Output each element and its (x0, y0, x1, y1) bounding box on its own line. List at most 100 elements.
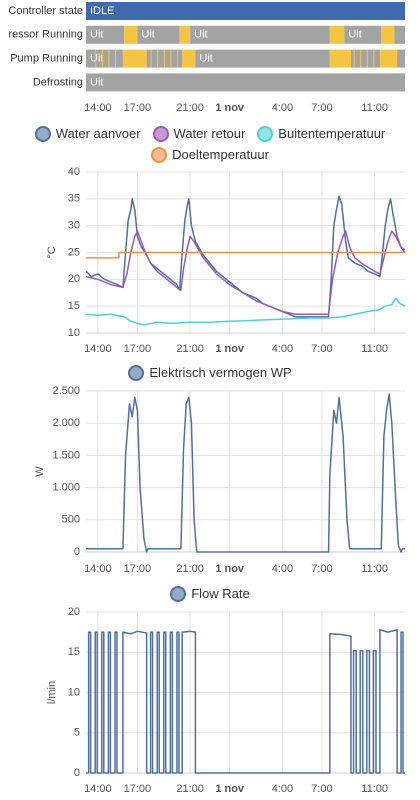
state-segment (350, 49, 380, 68)
state-segment (381, 25, 395, 44)
x-tick-label: 21:00 (176, 783, 204, 795)
legend-swatch (257, 125, 274, 142)
state-segment (329, 25, 345, 44)
series-line (86, 628, 405, 774)
x-tick-label: 7:00 (311, 783, 332, 795)
state-segment (124, 25, 138, 44)
state-segment (397, 49, 405, 68)
legend: Water aanvoer Water retour Buitentemperatu… (20, 125, 400, 163)
y-axis-label: l/min (46, 681, 58, 704)
state-segment (170, 49, 172, 68)
series-line (86, 251, 405, 259)
legend-swatch (128, 364, 145, 381)
state-label: Uit (194, 29, 207, 41)
state-label: Uit (348, 29, 361, 41)
x-tick-label: 11:00 (361, 102, 388, 114)
state-label: IDLE (90, 5, 114, 17)
y-tick-label: 1.000 (52, 482, 80, 494)
legend-item[interactable]: Flow Rate (170, 585, 250, 602)
state-segment (179, 25, 191, 44)
y-axis-label: °C (46, 246, 58, 258)
y-tick-label: 0 (74, 546, 80, 558)
state-segment (360, 49, 362, 68)
legend-item[interactable]: Buitentemperatuur (257, 125, 385, 142)
legend-item[interactable]: Elektrisch vermogen WP (128, 364, 292, 381)
state-segment (150, 49, 152, 68)
state-segment (115, 49, 117, 68)
y-tick-label: 5 (74, 727, 80, 739)
y-tick-label: 1.500 (52, 449, 80, 461)
series-line (85, 195, 406, 318)
x-tick-label: 7:00 (311, 343, 332, 355)
state-segment (86, 73, 405, 92)
x-tick-label: 17:00 (124, 102, 152, 114)
state-segment (86, 2, 405, 20)
x-tick-label: 7:00 (311, 563, 332, 575)
y-tick-label: 15 (68, 300, 80, 312)
y-tick-label: 10 (68, 686, 80, 698)
legend-item[interactable]: Water retour (152, 125, 246, 142)
x-tick-label: 11:00 (361, 783, 388, 795)
state-segment (190, 25, 330, 44)
legend-item[interactable]: Water aanvoer (34, 125, 141, 142)
series-line (86, 393, 405, 553)
state-segment (163, 49, 165, 68)
x-tick-label: 14:00 (84, 783, 112, 795)
y-tick-label: 2.500 (52, 385, 80, 397)
legend-swatch (170, 585, 187, 602)
x-tick-label: 11:00 (361, 563, 388, 575)
state-segment (329, 49, 351, 68)
legend-swatch (34, 125, 51, 142)
row-label: Pump Running (10, 53, 83, 65)
state-segment (86, 25, 125, 44)
legend-item[interactable]: Doeltemperatuur (151, 146, 269, 163)
y-tick-label: 15 (68, 646, 80, 658)
state-label: Uit (141, 29, 154, 41)
y-tick-label: 20 (68, 273, 80, 285)
x-tick-label: 14:00 (84, 102, 112, 114)
legend: Flow Rate (20, 585, 400, 602)
x-tick-label: 14:00 (84, 343, 112, 355)
x-tick-label: 4:00 (272, 563, 293, 575)
state-label: Uit (90, 29, 103, 41)
state-segment (366, 49, 368, 68)
state-segment (353, 49, 355, 68)
legend-swatch (151, 146, 168, 163)
state-segment (157, 49, 159, 68)
x-tick-label: 1 nov (215, 783, 245, 795)
x-tick-label: 17:00 (124, 783, 152, 795)
x-tick-label: 1 nov (215, 343, 245, 355)
x-tick-label: 1 nov (215, 102, 245, 114)
legend-label: Water aanvoer (55, 126, 141, 141)
x-tick-label: 14:00 (84, 563, 112, 575)
state-segment (101, 49, 103, 68)
state-label: Uit (199, 53, 212, 65)
state-segment (182, 49, 196, 68)
x-tick-label: 17:00 (124, 343, 152, 355)
state-segment (108, 49, 110, 68)
series-line (85, 230, 406, 315)
legend: Elektrisch vermogen WP (20, 364, 400, 381)
row-label: Controller state (8, 5, 83, 17)
legend-label: Elektrisch vermogen WP (149, 365, 292, 380)
x-tick-label: 4:00 (272, 343, 293, 355)
x-tick-label: 17:00 (124, 563, 152, 575)
row-label: Defrosting (33, 76, 83, 88)
y-tick-label: 25 (68, 246, 80, 258)
x-tick-label: 11:00 (361, 343, 388, 355)
legend-swatch (152, 125, 169, 142)
y-axis-label: W (34, 466, 46, 477)
state-segment (195, 49, 330, 68)
x-tick-label: 1 nov (215, 563, 245, 575)
y-tick-label: 20 (68, 606, 80, 618)
y-tick-label: 10 (68, 327, 80, 339)
y-tick-label: 40 (68, 166, 80, 178)
state-segment (137, 25, 180, 44)
row-label: ressor Running (8, 29, 83, 41)
series-line (85, 297, 406, 326)
legend-label: Water retour (173, 126, 246, 141)
state-label: Uit (90, 53, 103, 65)
x-tick-label: 21:00 (176, 102, 204, 114)
